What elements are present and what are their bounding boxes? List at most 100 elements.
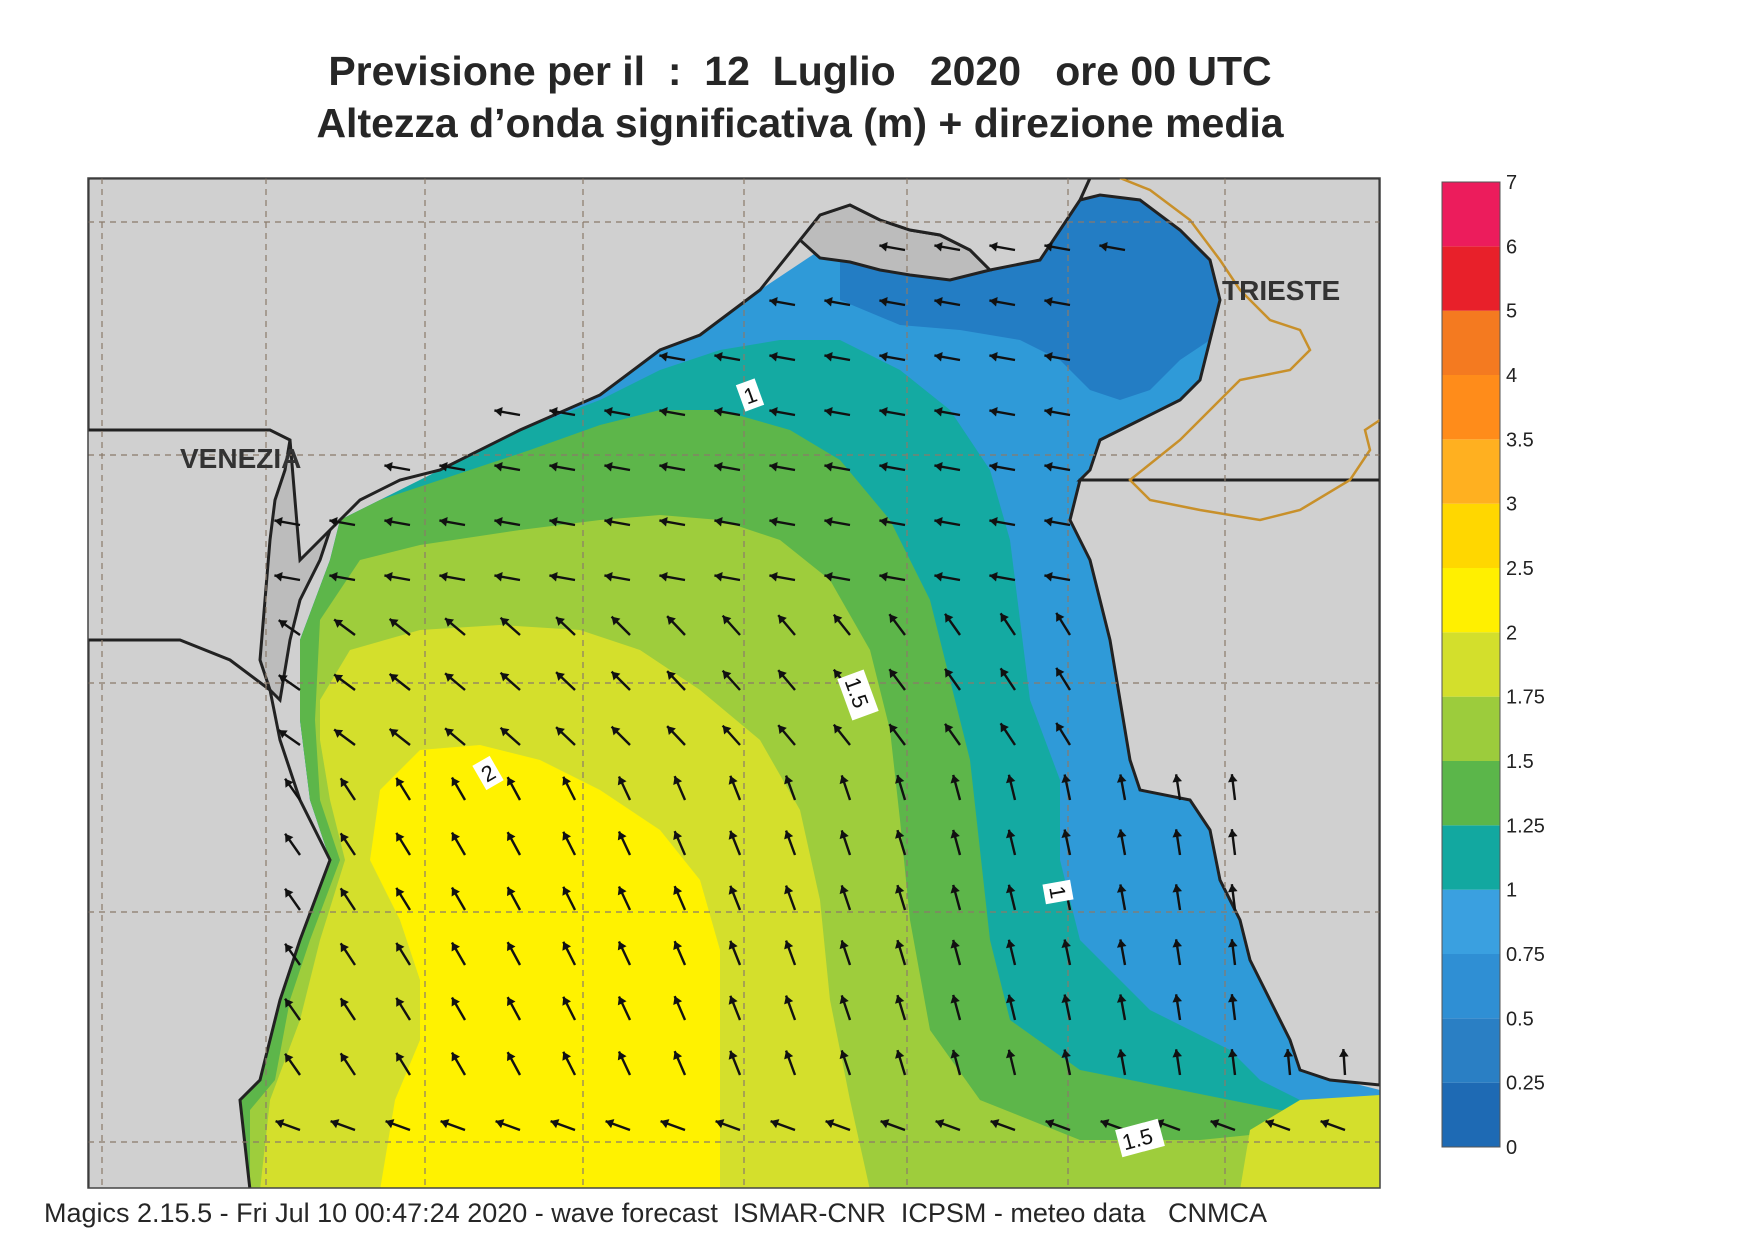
contour-label-1-north: 1 <box>735 378 765 412</box>
wave-arrow-head <box>549 407 558 417</box>
wave-arrow-head <box>329 572 338 582</box>
wave-arrow-head <box>1044 517 1053 527</box>
wave-arrow-head <box>769 297 778 307</box>
wave-arrow-head <box>769 407 778 417</box>
wave-arrow-head <box>784 775 794 785</box>
wave-arrow-head <box>728 940 738 950</box>
wave-arrow-head <box>1061 939 1071 948</box>
wave-arrow-head <box>396 887 405 897</box>
wave-arrow-head <box>950 994 960 1004</box>
north-coast <box>88 178 1092 564</box>
wave-arrow-head <box>769 462 778 472</box>
wave-arrow-head <box>879 517 888 527</box>
wave-arrow-head <box>989 517 998 527</box>
legend-frame <box>1441 181 1501 1148</box>
legend-label: 7 <box>1506 172 1517 194</box>
wave-arrow-head <box>451 1052 460 1062</box>
wave-arrow-head <box>439 462 448 472</box>
sea-band-05-075 <box>840 195 1220 400</box>
wave-arrow-head <box>285 1053 294 1063</box>
wave-arrow-head <box>439 572 448 582</box>
wave-arrow-head <box>507 887 516 897</box>
wave-arrow-head <box>950 829 960 839</box>
wave-arrow-head <box>667 726 676 735</box>
sea-band-2-25 <box>370 745 720 1188</box>
legend-label: 4 <box>1506 365 1517 387</box>
wave-arrow-head <box>340 943 349 953</box>
wave-arrow-head <box>1172 829 1183 838</box>
wave-arrow-head <box>714 407 723 417</box>
wave-arrow-head <box>715 1119 725 1129</box>
legend-swatch <box>1442 1018 1500 1083</box>
wave-arrow-head <box>673 941 683 951</box>
wave-arrow-head <box>384 572 393 582</box>
wave-arrow-head <box>617 941 627 951</box>
wave-arrow-head <box>556 727 565 736</box>
wave-arrow-head <box>714 352 723 362</box>
wave-arrow-head <box>824 462 833 472</box>
wave-arrow-head <box>895 775 905 784</box>
wave-arrow-head <box>285 778 294 788</box>
wave-arrow-head <box>556 672 565 681</box>
wave-arrow-head <box>562 886 572 896</box>
legend-swatch <box>1442 503 1500 568</box>
wave-arrow-head <box>1056 667 1065 677</box>
wave-arrow-head <box>611 671 621 681</box>
wave-arrow-head <box>784 830 794 840</box>
wave-arrow-head <box>659 352 668 362</box>
legend-swatch <box>1442 439 1500 504</box>
wave-arrow-head <box>839 1050 849 1060</box>
wave-arrow-head <box>824 407 833 417</box>
title-line-1: Previsione per il : 12 Luglio 2020 ore 0… <box>328 48 1272 94</box>
wave-arrow-head <box>1006 829 1016 839</box>
wave-arrow-head <box>784 940 794 950</box>
wave-arrow-head <box>329 517 338 527</box>
wave-arrow-head <box>879 297 888 307</box>
wave-arrow-head <box>274 572 283 582</box>
wave-arrow-head <box>839 885 849 895</box>
wave-arrow-head <box>605 1119 615 1129</box>
wave-arrow-head <box>1116 774 1127 783</box>
wave-arrow-head <box>1000 668 1009 678</box>
contour-label-text: 1 <box>1044 884 1071 900</box>
legend-label: 0.75 <box>1506 944 1545 966</box>
wave-arrow-head <box>1116 939 1127 948</box>
wave-arrow-head <box>880 1119 890 1129</box>
wave-arrow-head <box>778 725 787 735</box>
legend-swatch <box>1442 825 1500 890</box>
wave-arrow-head <box>673 1051 683 1061</box>
wave-arrow-head <box>950 1049 960 1059</box>
legend-swatch <box>1442 632 1500 697</box>
wave-arrow-head <box>1061 829 1071 838</box>
wave-arrow-head <box>617 776 627 786</box>
wave-arrow-head <box>451 777 460 787</box>
wave-arrow-head <box>659 517 668 527</box>
wave-arrow-head <box>330 1119 340 1129</box>
wave-arrow-head <box>728 995 738 1005</box>
wave-arrow-head <box>1227 939 1238 948</box>
wave-arrow-head <box>667 671 676 680</box>
wave-arrow-head <box>1006 994 1016 1004</box>
wave-arrow-head <box>673 886 683 896</box>
wave-arrow-head <box>1061 994 1071 1003</box>
wave-arrow-head <box>895 830 905 839</box>
wave-arrow-head <box>889 614 898 624</box>
legend-swatch <box>1442 889 1500 954</box>
wave-arrow-head <box>728 775 738 785</box>
wave-arrow-head <box>833 669 843 679</box>
legend-swatch <box>1442 246 1500 311</box>
wave-arrow-head <box>617 831 627 841</box>
wave-arrow-head <box>989 462 998 472</box>
wave-arrow-head <box>494 407 503 417</box>
wave-arrow-head <box>673 831 683 841</box>
wave-arrow-head <box>990 1119 1000 1129</box>
wave-arrow-head <box>274 517 283 527</box>
wave-arrow-head <box>1000 613 1009 623</box>
frontier-line <box>1119 178 1380 522</box>
wave-arrow-head <box>507 777 516 787</box>
wave-arrow-head <box>1227 884 1238 893</box>
wave-arrow-head <box>934 572 943 582</box>
wave-arrow-head <box>1044 462 1053 472</box>
wave-arrow-head <box>604 517 613 527</box>
